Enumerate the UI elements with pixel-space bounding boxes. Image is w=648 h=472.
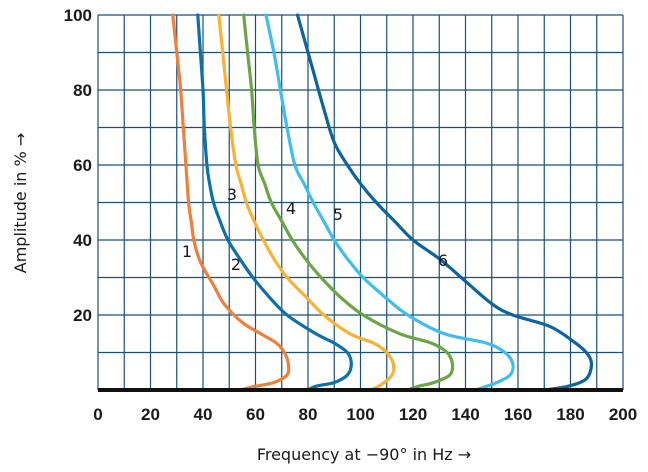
series-label-1: 1 — [182, 242, 192, 261]
series-line-5 — [264, 13, 515, 392]
x-tick-label: 120 — [399, 405, 427, 424]
x-tick-label: 80 — [299, 405, 318, 424]
series-label-2: 2 — [231, 255, 241, 274]
x-tick-label: 200 — [609, 405, 637, 424]
x-tick-label: 180 — [556, 405, 584, 424]
series-line-6 — [295, 13, 594, 392]
series-line-4 — [242, 13, 455, 392]
series-label-3: 3 — [227, 185, 237, 204]
y-axis-label: Amplitude in % → — [11, 133, 30, 273]
x-tick-label: 0 — [93, 405, 102, 424]
series-labels: 1 2 3 4 5 6 — [182, 185, 448, 274]
grid — [97, 14, 624, 390]
x-tick-label: 20 — [141, 405, 160, 424]
series-line-2 — [196, 13, 353, 392]
x-tick-label: 40 — [194, 405, 213, 424]
series-label-5: 5 — [333, 205, 343, 224]
series-label-6: 6 — [438, 251, 448, 270]
y-tick-label: 40 — [73, 231, 92, 250]
x-tick-label: 100 — [346, 405, 374, 424]
x-tick-label: 60 — [246, 405, 265, 424]
series-line-1 — [171, 13, 291, 392]
x-tick-label: 140 — [451, 405, 479, 424]
series-line-3 — [217, 13, 396, 392]
x-tick-label: 160 — [504, 405, 532, 424]
y-tick-label: 100 — [64, 6, 92, 25]
x-axis-label: Frequency at −90° in Hz → — [257, 445, 471, 464]
series-label-4: 4 — [286, 199, 296, 218]
y-tick-label: 60 — [73, 156, 92, 175]
y-tick-label: 80 — [73, 81, 92, 100]
y-tick-label: 20 — [73, 306, 92, 325]
series-layer — [171, 13, 594, 392]
tick-labels: 0 20 40 60 80 100 120 140 160 180 200 20 40 60 80 100 — [64, 6, 638, 424]
